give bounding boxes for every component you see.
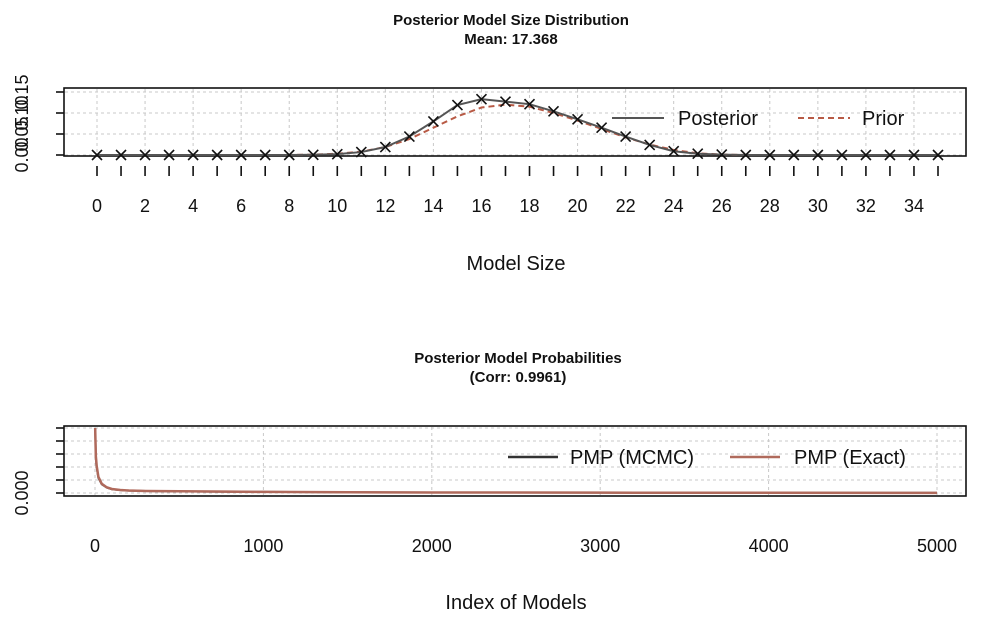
chart2-x-tick-label: 0	[90, 536, 100, 556]
posterior-point	[283, 149, 295, 161]
posterior-point	[523, 98, 536, 110]
chart2-x-tick-label: 2000	[412, 536, 452, 556]
posterior-point	[547, 105, 560, 117]
chart1-grid	[65, 89, 965, 156]
posterior-point	[764, 149, 776, 161]
legend-label-posterior: Posterior	[678, 108, 758, 130]
chart1-x-tick-label: 28	[760, 196, 780, 216]
chart1-x-tick-label: 24	[664, 196, 684, 216]
posterior-point	[403, 130, 415, 143]
chart1-x-tick-label: 12	[375, 196, 395, 216]
posterior-point	[235, 149, 247, 161]
chart2-y-tick-label: 0.000	[12, 470, 32, 515]
chart2-x-axis-label: Index of Models	[445, 592, 586, 614]
chart1-subtitle: Mean: 17.368	[464, 31, 557, 48]
chart2-x-tick-label: 4000	[749, 536, 789, 556]
chart1-y-tick-label: 0.10	[12, 95, 32, 130]
chart2-frame	[63, 425, 967, 497]
posterior-point	[259, 149, 271, 161]
chart1-title: Posterior Model Size Distribution	[393, 12, 629, 29]
chart2-series	[93, 427, 938, 495]
posterior-point	[115, 149, 127, 161]
prior-line	[97, 103, 938, 156]
chart2-y-axis: 0.000	[12, 427, 64, 516]
posterior-point	[451, 99, 463, 111]
posterior-point	[908, 149, 920, 161]
chart2-x-tick-label: 5000	[917, 536, 957, 556]
posterior-point	[836, 149, 848, 161]
chart1-x-tick-label: 2	[140, 196, 150, 216]
chart1-y-axis: 0.000.050.100.15	[12, 74, 64, 173]
posterior-point	[668, 145, 680, 157]
chart1-x-tick-label: 20	[568, 196, 588, 216]
posterior-point	[932, 149, 944, 161]
chart1-x-tick-label: 26	[712, 196, 732, 216]
posterior-point	[740, 149, 752, 161]
chart1-x-tick-label: 6	[236, 196, 246, 216]
chart1-y-tick-label: 0.00	[12, 137, 32, 172]
posterior-point	[211, 149, 223, 161]
chart1-series	[91, 93, 944, 161]
chart1-x-tick-label: 18	[519, 196, 539, 216]
posterior-point	[716, 149, 728, 161]
posterior-point	[139, 149, 151, 161]
posterior-point	[355, 146, 367, 158]
chart1-x-tick-label: 0	[92, 196, 102, 216]
posterior-point	[572, 113, 584, 125]
posterior-point	[644, 139, 656, 151]
chart1-x-tick-label: 10	[327, 196, 347, 216]
posterior-point	[620, 130, 632, 143]
chart2-legend: PMP (MCMC) PMP (Exact)	[508, 447, 906, 469]
chart1-x-tick-label: 16	[471, 196, 491, 216]
chart1-x-tick-label: 32	[856, 196, 876, 216]
posterior-point	[91, 149, 103, 161]
chart1-x-axis-label: Model Size	[467, 253, 566, 275]
chart1-frame	[63, 87, 967, 157]
posterior-point	[163, 149, 175, 161]
model-size-chart: Posterior Model Size Distribution Mean: …	[12, 12, 967, 275]
chart1-x-tick-label: 8	[284, 196, 294, 216]
posterior-point	[307, 149, 319, 161]
posterior-point	[812, 149, 824, 161]
posterior-point	[596, 122, 608, 134]
chart2-x-tick-label: 3000	[580, 536, 620, 556]
chart1-legend: Posterior Prior	[612, 108, 905, 130]
posterior-point	[860, 149, 872, 161]
chart2-subtitle: (Corr: 0.9961)	[470, 369, 567, 386]
legend-label-prior: Prior	[862, 108, 905, 130]
chart1-x-tick-label: 34	[904, 196, 924, 216]
posterior-point	[692, 148, 704, 160]
chart1-x-tick-label: 4	[188, 196, 198, 216]
posterior-point	[884, 149, 896, 161]
posterior-point	[499, 96, 512, 108]
chart1-y-tick-label: 0.05	[12, 116, 32, 151]
legend-label-pmp-mcmc: PMP (MCMC)	[570, 447, 694, 469]
legend-label-pmp-exact: PMP (Exact)	[794, 447, 906, 469]
chart2-x-axis: 0 1000 2000 3000 4000 5000	[90, 536, 957, 556]
chart1-y-tick-label: 0.15	[12, 74, 32, 109]
chart1-x-tick-label: 30	[808, 196, 828, 216]
model-probabilities-chart: Posterior Model Probabilities (Corr: 0.9…	[12, 350, 967, 614]
posterior-point	[331, 148, 343, 160]
posterior-line	[97, 98, 938, 156]
chart2-title: Posterior Model Probabilities	[414, 350, 622, 367]
posterior-point	[187, 149, 199, 161]
chart1-x-axis: 0 2 4 6 8 10 12 14 16 18 20 22 24 26 28 30 32 34	[92, 166, 939, 216]
posterior-point	[379, 141, 391, 153]
chart1-x-tick-label: 14	[423, 196, 443, 216]
chart1-x-tick-label: 22	[616, 196, 636, 216]
posterior-point	[475, 93, 488, 105]
chart2-x-tick-label: 1000	[243, 536, 283, 556]
posterior-point	[427, 115, 439, 127]
pmp-exact-line	[93, 427, 938, 495]
posterior-point	[788, 149, 800, 161]
